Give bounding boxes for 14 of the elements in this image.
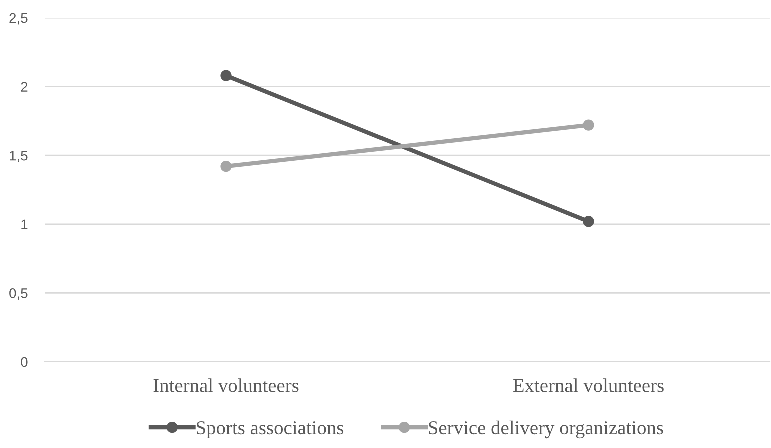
point [220, 70, 232, 82]
point [220, 161, 232, 172]
y-tick-label: 0 [21, 357, 28, 368]
x-tick-label: Internal volunteers [154, 378, 299, 392]
legend-label: Service delivery organizations [429, 420, 664, 439]
point [583, 120, 594, 131]
legend-label: Sports associations [197, 422, 344, 439]
y-tick-label: 0,5 [10, 288, 28, 300]
y-tick-label: 1,5 [10, 151, 28, 162]
x-tick-label: External volunteers [513, 378, 664, 392]
point [583, 216, 594, 228]
y-tick-label: 2 [21, 82, 28, 92]
y-tick-label: 1 [22, 220, 28, 230]
y-tick-label: 2,5 [10, 13, 28, 25]
